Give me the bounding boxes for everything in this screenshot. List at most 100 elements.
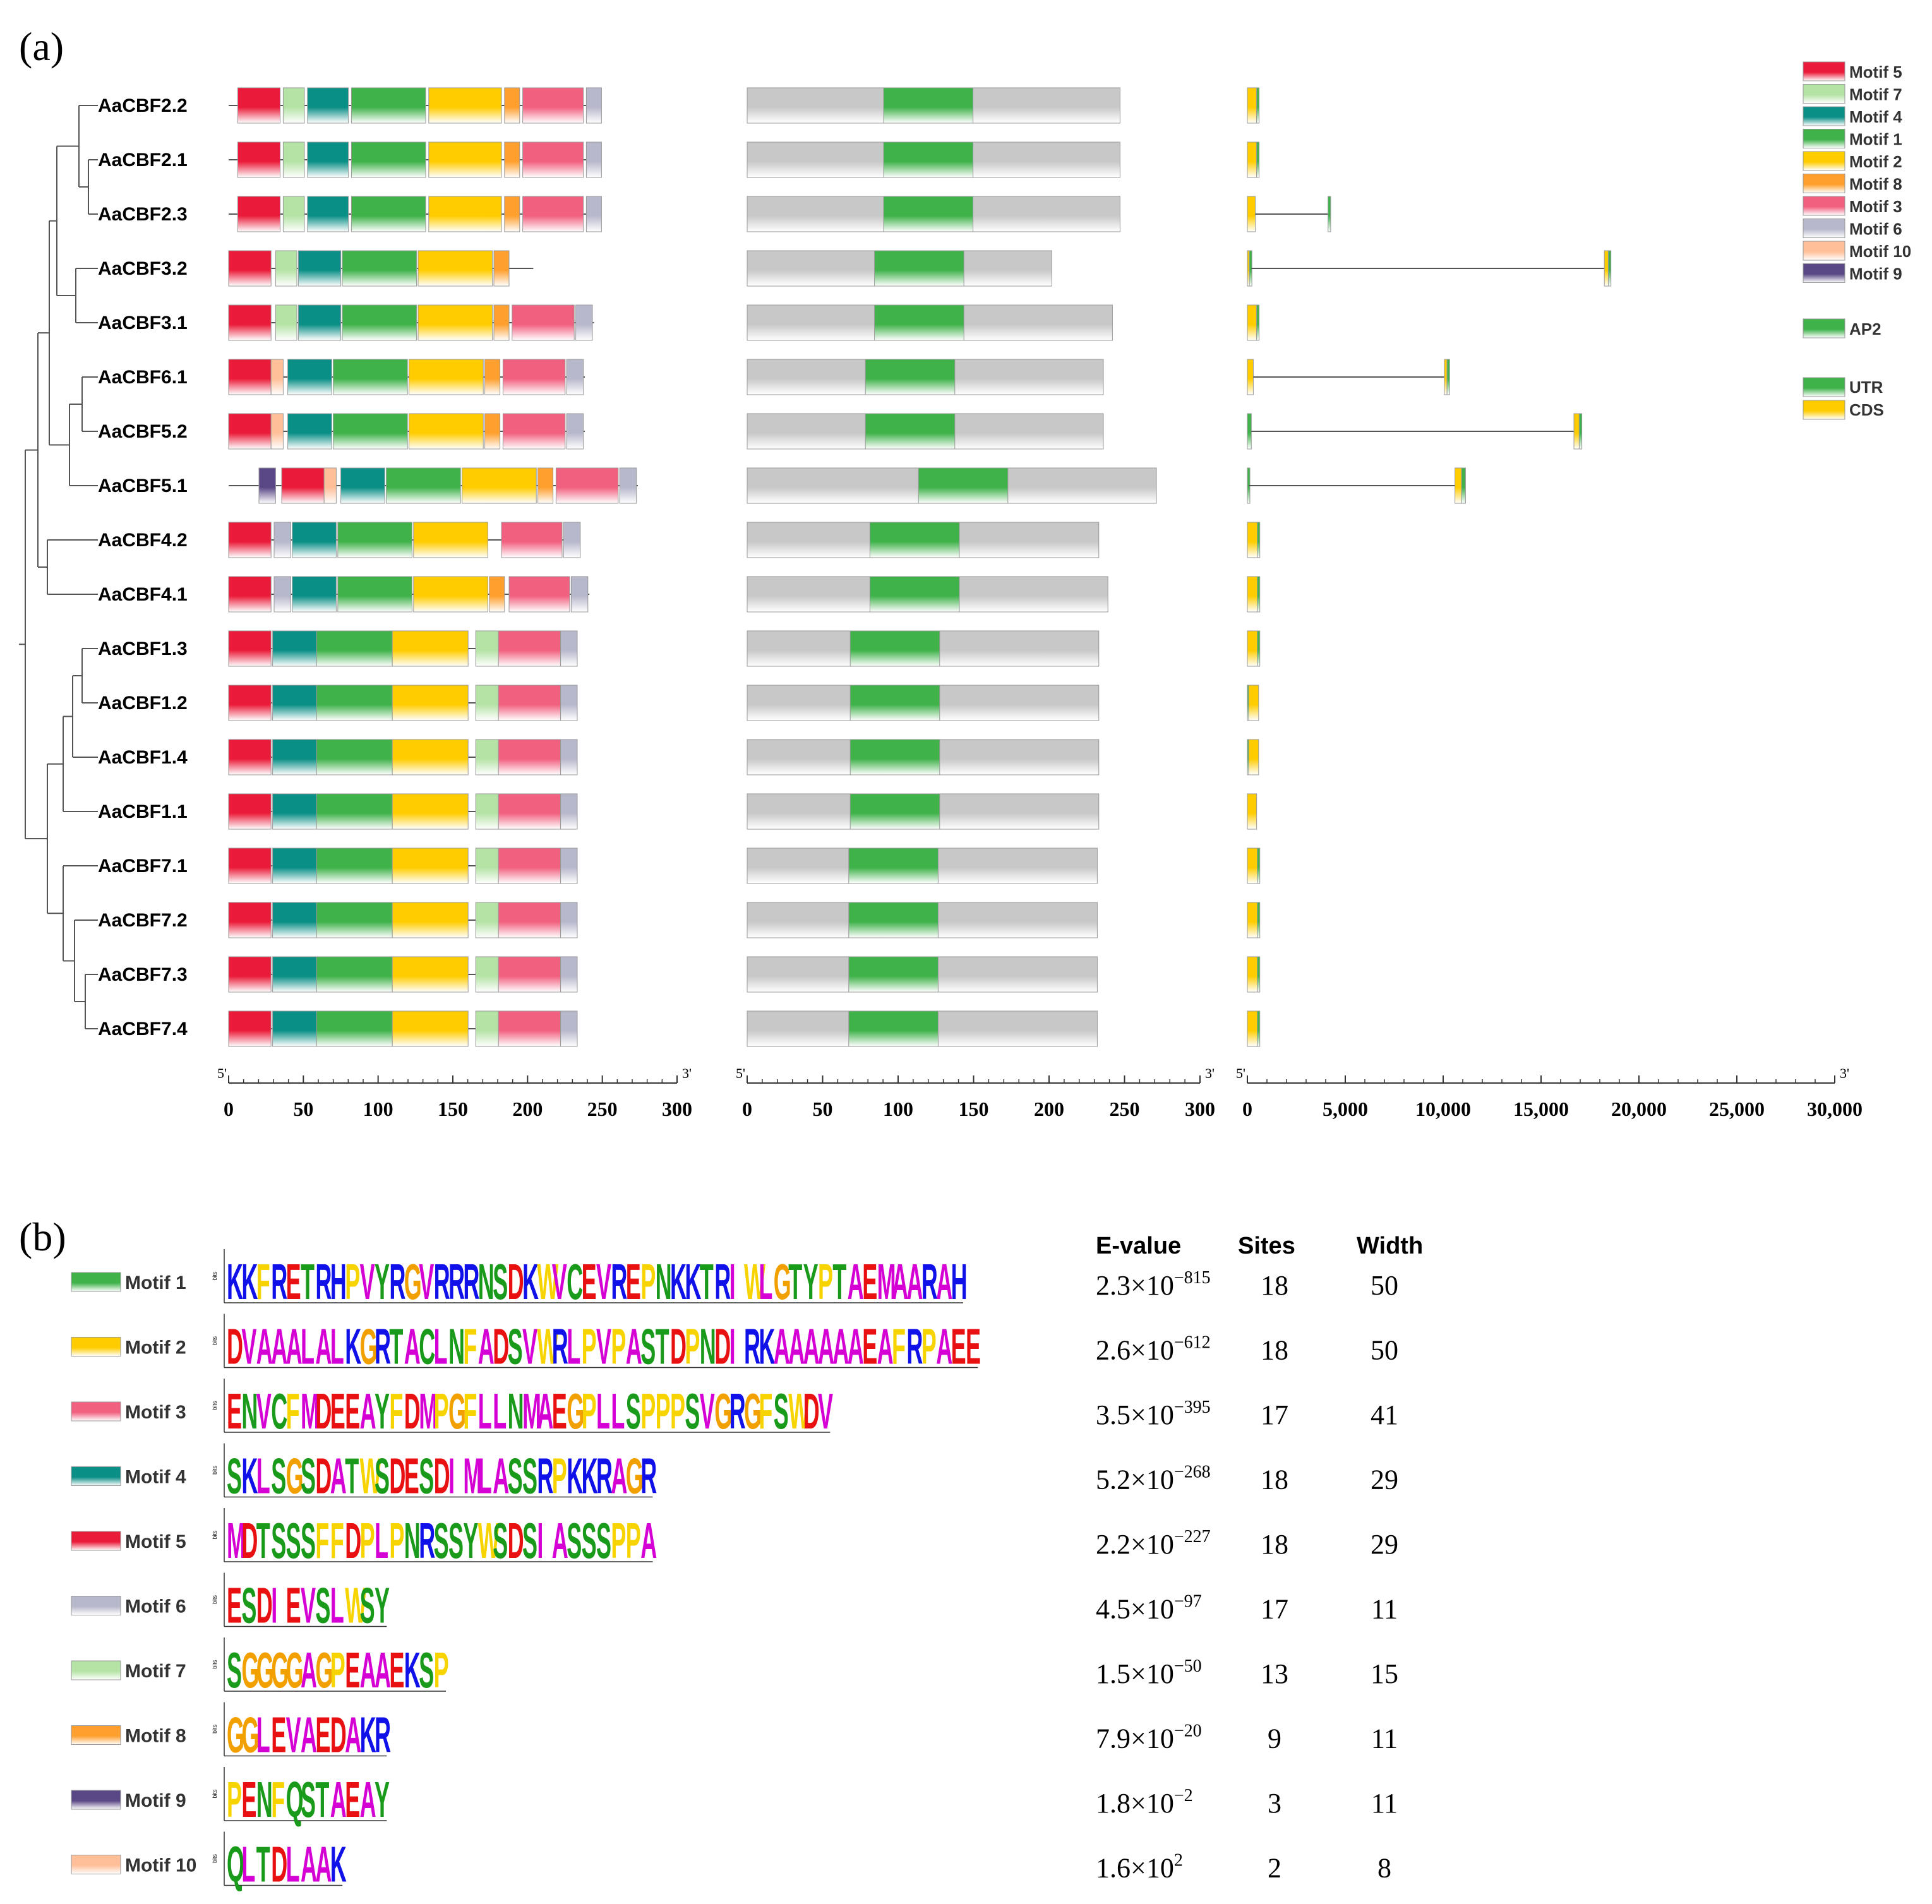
logo-residue: G (744, 1384, 762, 1440)
cds-box (1455, 467, 1462, 504)
motif-8-box (489, 576, 505, 613)
motif-axis-tick-label: 200 (512, 1098, 543, 1120)
cds-box (1247, 359, 1254, 395)
motif-label: Motif 9 (125, 1790, 186, 1811)
motif-6-box (560, 847, 578, 884)
logo-residue: R (434, 1254, 450, 1310)
motif-swatch (71, 1855, 121, 1874)
logo-residue: E (227, 1578, 242, 1634)
logo-residue: G (626, 1449, 644, 1505)
logo-residue: R (271, 1254, 287, 1310)
logo-residue: E (345, 1643, 360, 1699)
motif-1-box (342, 250, 417, 287)
logo-residue: T (389, 1319, 403, 1375)
motif-4-box (272, 847, 317, 884)
logo-residue: V (360, 1254, 375, 1310)
logo-residue: S (375, 1449, 390, 1505)
conserved-domain-panel (747, 87, 1157, 1047)
motif-2-box (428, 196, 502, 232)
motif-axis-tick-label: 300 (662, 1098, 692, 1120)
cds-box (1247, 576, 1258, 613)
motif-6-box (566, 413, 584, 450)
logo-residue: N (448, 1319, 465, 1375)
logo-bits-label: bits (212, 1401, 218, 1410)
motif-5-box (228, 685, 272, 721)
logo-residue: A (301, 1837, 317, 1893)
gene-label: AaCBF3.1 (98, 313, 188, 333)
motif-4-box (307, 87, 349, 124)
ap2-domain-box (849, 685, 940, 721)
cds-box (1247, 304, 1257, 341)
logo-residue: C (271, 1384, 287, 1440)
cds-box (1247, 793, 1257, 830)
motif-5-box (228, 413, 272, 450)
ap2-domain-box (848, 956, 939, 993)
logo-residue: G (227, 1708, 244, 1764)
logo-residue: I (537, 1513, 543, 1569)
logo-residue: P (434, 1384, 449, 1440)
gene-label: AaCBF1.4 (98, 747, 188, 768)
logo-residue: I (271, 1578, 277, 1634)
legend-motif-swatch (1803, 61, 1845, 81)
motif-4-box (272, 793, 317, 830)
logo-residue: S (508, 1449, 523, 1505)
motif-1-box (316, 1010, 393, 1047)
width-value: 41 (1371, 1399, 1398, 1430)
evalue: 2.2×10−227 (1096, 1527, 1211, 1560)
logo-residue: S (493, 1513, 508, 1569)
logo-residue: S (596, 1513, 611, 1569)
motif-8-box (493, 250, 510, 287)
motif-2-box (392, 685, 469, 721)
evalue: 2.6×10−612 (1096, 1333, 1211, 1366)
domain-axis-tick-label: 50 (813, 1098, 833, 1120)
legend-utr-swatch (1803, 377, 1845, 397)
logo-residue: F (463, 1384, 477, 1440)
logo-residue: S (286, 1513, 301, 1569)
logo-residue: L (759, 1254, 772, 1310)
logo-residue: W (537, 1319, 558, 1375)
motif-4-box (297, 250, 342, 287)
logo-residue: P (227, 1772, 242, 1828)
logo-residue: S (774, 1384, 789, 1440)
logo-residue: R (611, 1254, 627, 1310)
motif-1-box (351, 141, 426, 178)
evalue: 4.5×10−97 (1096, 1592, 1202, 1625)
motif-1-box (351, 87, 426, 124)
legend-motif-swatch (1803, 129, 1845, 148)
logo-residue: K (241, 1449, 258, 1505)
logo-residue: A (611, 1449, 627, 1505)
panel-a-label: (a) (19, 24, 64, 69)
width-header: Width (1357, 1233, 1423, 1259)
logo-bits-label: bits (212, 1789, 218, 1799)
motif-label: Motif 5 (125, 1531, 186, 1552)
logo-residue: R (537, 1449, 553, 1505)
logo-residue: A (626, 1319, 642, 1375)
sites-value: 17 (1261, 1594, 1288, 1625)
logo-residue: E (966, 1319, 981, 1375)
motif-7-box (475, 793, 499, 830)
logo-residue: A (360, 1643, 376, 1699)
motif-1-box (351, 196, 426, 232)
logo-residue: P (582, 1384, 597, 1440)
motif-label: Motif 10 (125, 1855, 196, 1876)
motif-swatch (71, 1531, 121, 1551)
logo-residue: A (330, 1449, 347, 1505)
motif-label: Motif 4 (125, 1467, 186, 1488)
motif-label: Motif 3 (125, 1402, 186, 1423)
logo-residue: V (522, 1319, 537, 1375)
logo-residue: S (419, 1449, 434, 1505)
motif-6-box (585, 87, 602, 124)
gene-label: AaCBF4.2 (98, 530, 188, 551)
logo-residue: E (345, 1384, 360, 1440)
logo-residue: K (567, 1449, 583, 1505)
logo-residue: L (434, 1319, 448, 1375)
legend-motif-swatch (1803, 263, 1845, 283)
width-value: 50 (1371, 1270, 1398, 1301)
legend-motif-swatch (1803, 84, 1845, 104)
motif-axis-tick-label: 100 (363, 1098, 393, 1120)
motif-5-box (228, 956, 272, 993)
logo-residue: A (286, 1319, 303, 1375)
utr-box (1257, 630, 1261, 667)
logo-residue: M (227, 1513, 246, 1569)
motif-2-box (409, 359, 484, 395)
